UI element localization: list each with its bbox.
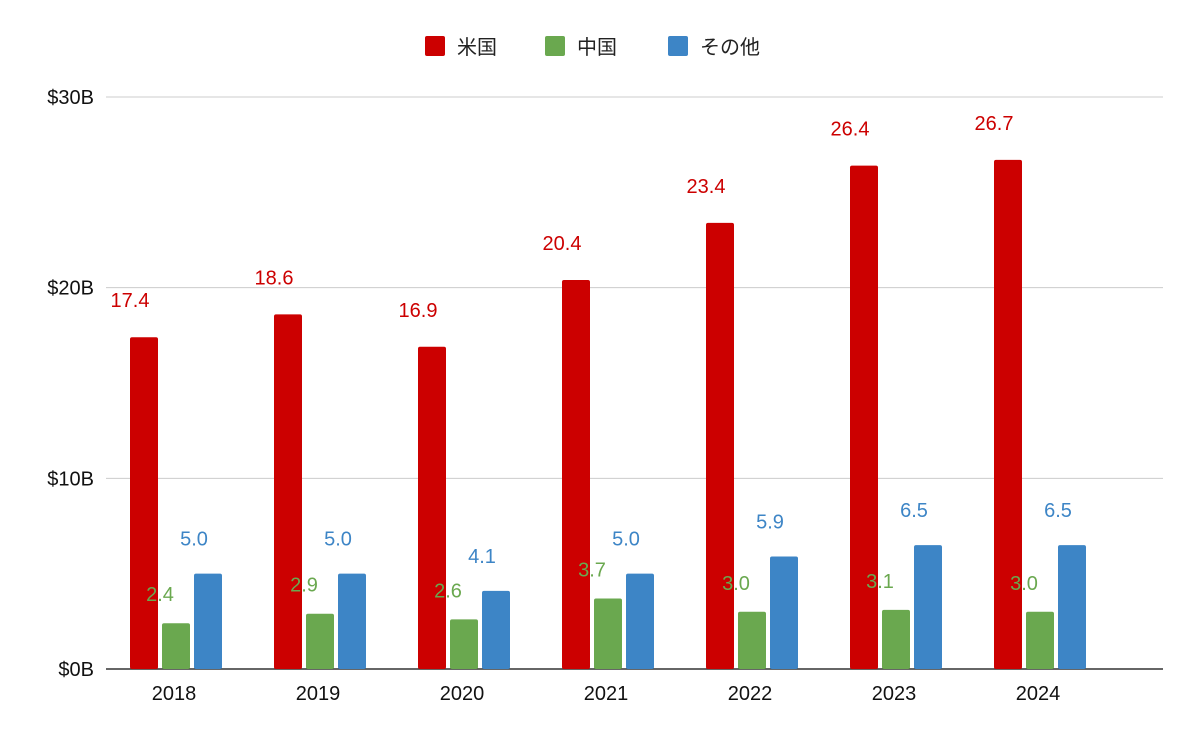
bar — [306, 613, 334, 669]
bar — [594, 598, 622, 669]
bar — [770, 556, 798, 669]
data-label: 16.9 — [399, 300, 438, 322]
legend-swatch-1 — [545, 36, 565, 56]
data-label: 6.5 — [1044, 500, 1072, 522]
bar — [738, 611, 766, 669]
legend-swatch-2 — [668, 36, 688, 56]
legend-label-0: 米国 — [457, 36, 497, 59]
bar — [626, 573, 654, 669]
bar — [882, 609, 910, 669]
data-labels: 17.4 2.4 5.0 18.6 2.9 5.0 16.9 2.6 4.1 20.4 3.7 5.0… — [111, 113, 1072, 606]
data-label: 6.5 — [900, 500, 928, 522]
x-tick-label: 2021 — [584, 683, 629, 705]
bar — [274, 314, 302, 669]
bar — [418, 346, 446, 669]
y-tick-label: $10B — [47, 468, 94, 490]
data-label: 3.7 — [578, 559, 606, 581]
data-label: 26.4 — [831, 119, 870, 141]
data-label: 2.9 — [290, 575, 318, 597]
bar — [1058, 545, 1086, 669]
data-label: 3.0 — [1010, 573, 1038, 595]
bar — [162, 623, 190, 669]
data-label: 20.4 — [543, 233, 582, 255]
x-tick-label: 2022 — [728, 683, 773, 705]
bar — [130, 337, 158, 669]
y-tick-label: $0B — [58, 659, 94, 681]
y-tick-label: $20B — [47, 278, 94, 300]
legend-label-2: その他 — [700, 36, 760, 59]
data-label: 2.6 — [434, 580, 462, 602]
bar — [850, 165, 878, 669]
legend: 米国 中国 その他 — [425, 36, 760, 59]
bar — [1026, 611, 1054, 669]
x-tick-label: 2019 — [296, 683, 341, 705]
data-label: 4.1 — [468, 546, 496, 568]
data-label: 5.0 — [324, 529, 352, 551]
bar — [482, 590, 510, 669]
data-label: 5.0 — [612, 529, 640, 551]
data-label: 5.0 — [180, 529, 208, 551]
x-axis: 2018 2019 2020 2021 2022 2023 2024 — [152, 683, 1061, 705]
bar — [194, 573, 222, 669]
data-label: 26.7 — [975, 113, 1014, 135]
data-label: 17.4 — [111, 290, 150, 312]
bar — [706, 222, 734, 669]
legend-label-1: 中国 — [577, 36, 617, 59]
bars — [130, 159, 1086, 670]
y-axis: $0B $10B $20B $30B — [47, 87, 94, 681]
bar — [562, 280, 590, 669]
data-label: 5.9 — [756, 512, 784, 534]
bar — [914, 545, 942, 669]
x-tick-label: 2024 — [1016, 683, 1061, 705]
bar — [338, 573, 366, 669]
legend-swatch-0 — [425, 36, 445, 56]
y-tick-label: $30B — [47, 87, 94, 109]
data-label: 18.6 — [255, 267, 294, 289]
data-label: 2.4 — [146, 584, 174, 606]
bar — [994, 159, 1022, 670]
data-label: 23.4 — [687, 176, 726, 198]
x-tick-label: 2023 — [872, 683, 917, 705]
data-label: 3.1 — [866, 571, 894, 593]
data-label: 3.0 — [722, 573, 750, 595]
bar — [450, 619, 478, 669]
x-tick-label: 2020 — [440, 683, 485, 705]
x-tick-label: 2018 — [152, 683, 197, 705]
